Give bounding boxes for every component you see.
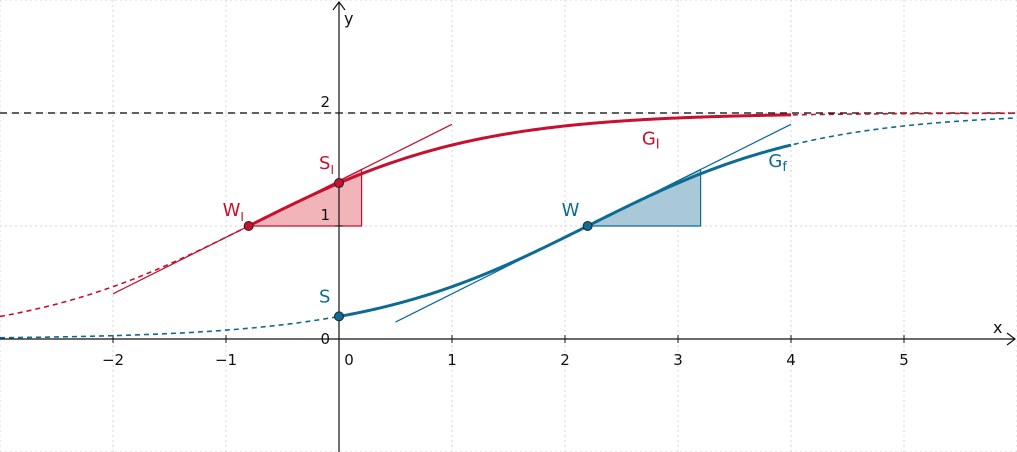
point-label-name: S	[319, 153, 330, 174]
point-marker	[243, 221, 254, 231]
curve-dashed-f	[0, 117, 1017, 339]
point-label-name: S	[319, 286, 330, 307]
point-marker	[582, 221, 593, 231]
point-label: SI	[319, 153, 334, 177]
axis-ticks: −2 −1 0 1 2 3 4 5 0 1 2	[102, 93, 909, 369]
x-tick-label: 5	[899, 351, 909, 369]
curves	[0, 112, 1017, 339]
x-tick-label: 4	[786, 351, 796, 369]
x-tick-label: 0	[344, 351, 354, 369]
x-tick-label: −1	[215, 351, 237, 369]
x-axis-label: x	[993, 318, 1002, 337]
curve-label-subscript: I	[656, 138, 660, 153]
point-label: W	[562, 200, 580, 221]
x-tick-label: 1	[447, 351, 457, 369]
point-label-name: W	[223, 200, 241, 221]
curve-label-f: Gf	[768, 151, 787, 175]
point-marker	[334, 178, 344, 189]
y-tick-label: 0	[320, 330, 330, 348]
curve-label-name: G	[768, 151, 782, 172]
y-axis-arrow	[332, 0, 346, 11]
curve-label-name: G	[642, 129, 656, 150]
slope-triangles	[248, 168, 702, 227]
point-marker	[334, 311, 344, 322]
curve-label-subscript: f	[782, 160, 787, 175]
y-tick-label: 1	[320, 206, 330, 224]
point-label-subscript: I	[330, 163, 334, 177]
point-label-subscript: I	[240, 210, 244, 224]
curve-label-i: GI	[642, 129, 660, 153]
point-label-name: W	[562, 200, 580, 221]
curve-solid-f	[338, 143, 792, 318]
x-tick-label: 3	[673, 351, 683, 369]
point-label: WI	[223, 200, 244, 224]
x-axis-arrow	[1006, 332, 1016, 346]
curve-dashed-i	[0, 112, 1017, 318]
x-tick-label: −2	[102, 351, 124, 369]
point-label: S	[319, 286, 330, 307]
x-tick-label: 2	[560, 351, 570, 369]
y-axis-label: y	[344, 9, 353, 28]
y-tick-label: 2	[320, 93, 330, 111]
